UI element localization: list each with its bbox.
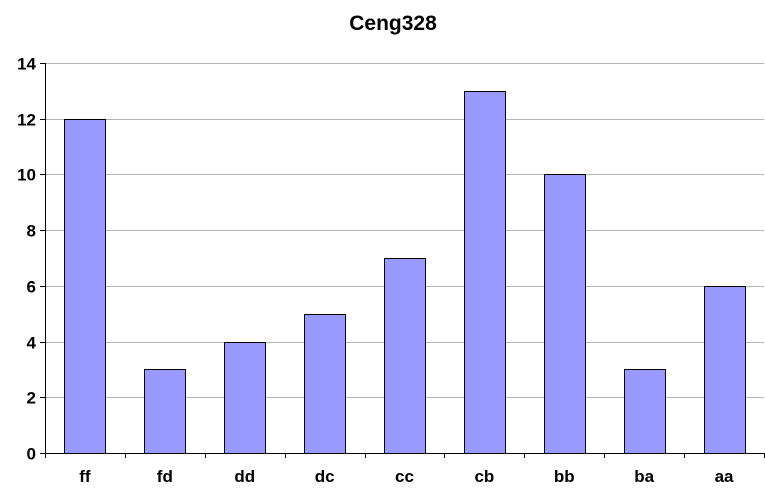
y-tick-label: 12 bbox=[17, 111, 36, 130]
bar-fd bbox=[144, 369, 186, 454]
x-tick-label: dd bbox=[234, 467, 255, 486]
y-tick-label: 8 bbox=[27, 222, 36, 241]
bar-bb bbox=[544, 174, 586, 454]
x-tick-label: fd bbox=[157, 467, 173, 486]
x-axis-ticks: ff fd dd dc cc cb bb ba aa bbox=[79, 453, 765, 486]
x-tick-label: ff bbox=[79, 467, 91, 486]
y-tick-label: 14 bbox=[17, 55, 36, 74]
x-tick-label: cc bbox=[395, 467, 414, 486]
bar-aa bbox=[704, 286, 746, 454]
y-axis-ticks: 0 2 4 6 8 10 12 14 bbox=[17, 55, 45, 464]
y-tick-label: 2 bbox=[27, 389, 36, 408]
x-tick-label: dc bbox=[315, 467, 335, 486]
bar-ba bbox=[624, 369, 666, 454]
x-tick-label: bb bbox=[554, 467, 575, 486]
x-tick-label: aa bbox=[715, 467, 734, 486]
chart-title: Ceng328 bbox=[349, 12, 437, 35]
bar-dc bbox=[304, 314, 346, 454]
bars bbox=[64, 91, 746, 454]
x-tick-label: ba bbox=[634, 467, 654, 486]
x-tick-label: cb bbox=[474, 467, 494, 486]
y-tick-label: 0 bbox=[27, 445, 36, 464]
bar-ff bbox=[64, 119, 106, 454]
y-tick-label: 10 bbox=[17, 166, 36, 185]
y-tick-label: 4 bbox=[27, 334, 37, 353]
y-tick-label: 6 bbox=[27, 278, 36, 297]
bar-dd bbox=[224, 342, 266, 454]
bar-cc bbox=[384, 258, 426, 454]
bar-cb bbox=[464, 91, 506, 454]
